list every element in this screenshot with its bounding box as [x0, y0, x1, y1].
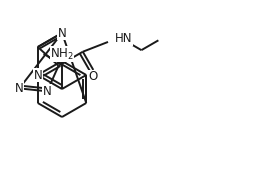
Text: HN: HN: [115, 32, 133, 45]
Text: N: N: [33, 69, 42, 81]
Text: O: O: [89, 70, 98, 83]
Text: N: N: [15, 82, 24, 95]
Text: N: N: [43, 85, 52, 98]
Text: N: N: [58, 26, 66, 40]
Text: NH$_2$: NH$_2$: [50, 46, 74, 62]
